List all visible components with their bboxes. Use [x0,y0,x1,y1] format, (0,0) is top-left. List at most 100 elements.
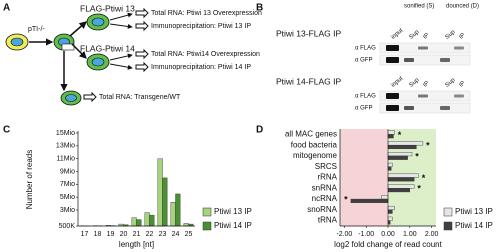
band [418,94,428,98]
blot-strip [379,54,471,66]
x-tick-label: 24 [172,231,180,238]
legend-label: Ptiwi 13 IP [214,207,252,216]
annotation: * [415,151,419,161]
cell [60,13,110,106]
bar [175,193,181,227]
band [440,58,450,62]
legend-label: Ptiwi 14 IP [455,221,493,230]
x-axis-label: log2 fold change of read count [334,240,442,249]
antibody-label: α GFP [355,58,372,64]
y-tick-label: 15Mio [56,130,75,137]
y-tick-label: food bacteria [291,140,338,149]
lane-label: input [390,76,404,89]
x-axis-label: length [nt] [119,240,154,249]
arrow [69,21,87,37]
output-label: Total RNA: Transgene/WT [99,94,181,101]
bar [387,134,394,139]
bar [387,216,393,221]
condition-label: sonified (S) [404,4,434,10]
x-tick-label: 17 [81,231,89,238]
blot-strip [379,102,471,114]
bar [387,144,417,150]
bar [170,202,176,227]
lane-label: Sup [444,77,457,89]
lane-label: Sup [444,29,457,41]
y-tick-label: snoRNA [307,205,337,214]
output-label: Immunoprecipitation: Ptiwi 13 IP [151,23,251,30]
bar [157,158,163,227]
bar [387,209,393,214]
y-tick-label: all MAC genes [285,129,337,138]
antibody-label: α FLAG [355,94,376,100]
legend-label: Ptiwi 14 IP [214,221,252,230]
bar [350,198,389,203]
x-tick-label: 20 [120,231,128,238]
charts: 500K 3Mio 5Mio 7Mio 9Mio 11Mio 13Mio 15Mio 17 18 1… [3,125,493,249]
bar [387,130,395,135]
panel-label: B [256,3,263,14]
x-tick-label: -2.00 [336,231,352,238]
output-label: Immunoprecipitation: Ptiwi 14 IP [151,64,251,71]
y-tick-label: 5Mio [60,194,75,201]
y-tick-label: ncRNA [312,194,338,203]
bar [162,177,168,227]
panel-label: C [3,125,10,136]
legend-swatch [202,221,212,231]
band [404,58,414,62]
y-tick-label: 3Mio [60,207,75,214]
y-tick-label: 500K [59,223,76,230]
lane-label: input [390,28,404,41]
annotation: * [398,130,402,140]
x-tick-label: 18 [94,231,102,238]
legend-swatch [443,207,453,217]
lane-label: IP [422,32,430,40]
arrow [83,7,149,103]
x-tick-label: 25 [185,231,193,238]
lane-label: IP [458,80,466,88]
bar [381,195,389,200]
x-tick-label: 1.00 [403,231,417,238]
bar [387,188,411,193]
band [404,106,414,110]
bar [387,177,415,182]
bar [183,223,189,227]
bar [387,166,392,171]
arrow [71,43,87,59]
x-tick-label: 19 [107,231,115,238]
bar [387,173,419,178]
band [454,46,464,50]
legend-swatch [443,221,453,231]
lane-label: Sup [408,77,421,89]
y-tick-label: mitogenome [293,151,338,160]
y-tick-label: 7Mio [60,181,75,188]
antibody-label: α FLAG [355,46,376,52]
cell [5,33,29,51]
annotation: * [417,184,421,194]
line-name: FLAG-Ptiwi 13 [80,3,135,13]
bar [387,162,393,167]
x-tick-label: 2.00 [425,231,439,238]
x-tick-label: -1.00 [358,231,374,238]
bar [387,152,413,157]
bar [131,217,137,227]
band [386,45,399,51]
y-tick-label: snRNA [312,183,338,192]
band [386,105,399,111]
y-tick-label: tRNA [318,216,338,225]
bar [387,155,408,160]
bar [387,220,391,225]
y-tick-label: rRNA [317,173,337,182]
condition-label: dounced (D) [446,4,479,10]
output-label: Total RNA: Ptiwi14 Overexpression [151,51,260,58]
y-tick-label: SRCS [315,162,337,171]
bar [387,141,424,146]
band [418,46,428,50]
x-tick-label: 22 [146,231,154,238]
output-label: Total RNA: Ptiwi 13 Overexpression [151,10,262,17]
bar [387,205,395,211]
y-tick-label: 13Mio [56,143,75,150]
band [440,106,450,110]
x-tick-label: 21 [133,231,141,238]
